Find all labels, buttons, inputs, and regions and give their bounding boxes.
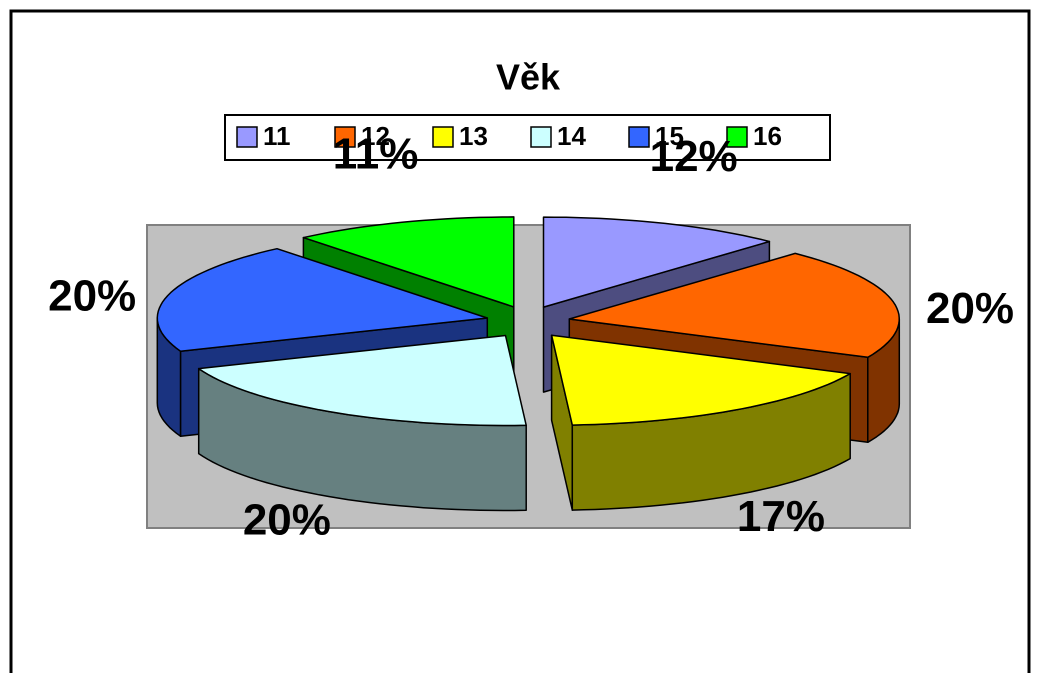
legend-label: 11 bbox=[263, 121, 291, 151]
legend-label: 16 bbox=[753, 121, 782, 151]
legend-label: 15 bbox=[655, 121, 684, 151]
legend-swatch bbox=[726, 126, 748, 148]
data-label: 11% bbox=[333, 130, 419, 179]
legend-label: 12 bbox=[361, 121, 390, 151]
slice bbox=[542, 216, 771, 308]
slice bbox=[156, 247, 489, 352]
data-label: 12% bbox=[650, 132, 738, 181]
data-label: 20% bbox=[48, 272, 136, 321]
slice bbox=[302, 216, 515, 308]
legend-swatch bbox=[236, 126, 258, 148]
data-label: 20% bbox=[926, 284, 1014, 333]
slice bbox=[568, 252, 900, 359]
data-label: 17% bbox=[737, 492, 825, 541]
legend-label: 13 bbox=[459, 121, 488, 151]
legend-swatch bbox=[432, 126, 454, 148]
legend-swatch bbox=[530, 126, 552, 148]
slice bbox=[550, 334, 851, 426]
data-label: 20% bbox=[243, 496, 331, 545]
slice bbox=[197, 334, 527, 427]
legend-swatch bbox=[334, 126, 356, 148]
legend-label: 14 bbox=[557, 121, 586, 151]
legend-swatch bbox=[628, 126, 650, 148]
chart-title: Věk bbox=[496, 57, 561, 98]
frame bbox=[9, 9, 1031, 673]
